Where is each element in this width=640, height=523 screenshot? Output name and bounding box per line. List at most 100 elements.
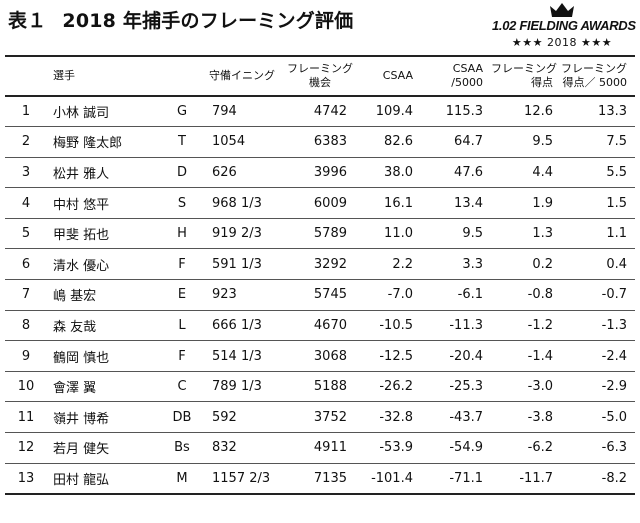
csaa-5000-cell: -11.3 <box>449 317 483 333</box>
rank-cell: 12 <box>17 440 35 456</box>
csaa-cell: 38.0 <box>384 164 413 180</box>
innings-cell: 919 2/3 <box>212 226 262 242</box>
csaa-5000-cell: -20.4 <box>449 348 483 364</box>
framing-runs-cell: 4.4 <box>532 164 553 180</box>
player-name-cell: 嶋 基宏 <box>53 289 97 305</box>
innings-cell: 591 1/3 <box>212 256 262 272</box>
innings-cell: 968 1/3 <box>212 195 262 211</box>
framing-runs-5000-cell: 7.5 <box>606 134 627 150</box>
logo-year: ★★★ 2018 ★★★ <box>511 36 613 49</box>
team-cell: F <box>178 256 186 272</box>
rank-cell: 10 <box>17 379 35 395</box>
table-row: 10 會澤 翼 C 789 1/3 5188 -26.2 -25.3 -3.0 -2.9 <box>5 371 635 402</box>
team-cell: D <box>176 164 187 180</box>
table-row: 11 嶺井 博希 DB 592 3752 -32.8 -43.7 -3.8 -5.0 <box>5 402 635 433</box>
header-csaa-5000: CSAA/5000 <box>421 55 491 97</box>
framing-runs-5000-cell: 5.5 <box>606 164 627 180</box>
team-cell: Bs <box>174 440 190 456</box>
csaa-cell: -101.4 <box>371 470 413 486</box>
table-row: 2 梅野 隆太郎 T 1054 6383 82.6 64.7 9.5 7.5 <box>5 127 635 158</box>
player-name-cell: 會澤 翼 <box>53 381 97 397</box>
innings-cell: 514 1/3 <box>212 348 262 364</box>
header-framing-chances: フレーミング 機会 <box>285 55 355 97</box>
team-cell: T <box>178 134 186 150</box>
framing-runs-cell: -1.2 <box>527 317 553 333</box>
table-row: 13 田村 龍弘 M 1157 2/3 7135 -101.4 -71.1 -11.7 -8.2 <box>5 463 635 494</box>
page-title: 表１ 2018 年捕手のフレーミング評価 <box>8 6 353 33</box>
rank-cell: 6 <box>21 256 31 272</box>
rank-cell: 8 <box>21 317 31 333</box>
rank-cell: 5 <box>21 226 31 242</box>
innings-cell: 626 <box>212 164 237 180</box>
framing-runs-cell: -3.8 <box>527 409 553 425</box>
framing-runs-5000-cell: -8.2 <box>601 470 627 486</box>
table-row: 7 嶋 基宏 E 923 5745 -7.0 -6.1 -0.8 -0.7 <box>5 280 635 311</box>
table-row: 8 森 友哉 L 666 1/3 4670 -10.5 -11.3 -1.2 -1.3 <box>5 310 635 341</box>
player-name-cell: 鶴岡 慎也 <box>53 350 110 366</box>
table-row: 1 小林 誠司 G 794 4742 109.4 115.3 12.6 13.3 <box>5 96 635 127</box>
csaa-cell: 2.2 <box>392 256 413 272</box>
player-name-cell: 田村 龍弘 <box>53 472 110 488</box>
csaa-5000-cell: 3.3 <box>462 256 483 272</box>
framing-runs-5000-cell: -2.9 <box>601 379 627 395</box>
csaa-5000-cell: 64.7 <box>454 134 483 150</box>
framing-runs-5000-cell: 0.4 <box>606 256 627 272</box>
player-name-cell: 松井 雅人 <box>53 166 110 182</box>
header-player: 選手 <box>47 55 165 97</box>
csaa-cell: 109.4 <box>375 104 413 120</box>
player-name-cell: 森 友哉 <box>53 319 97 335</box>
innings-cell: 666 1/3 <box>212 317 262 333</box>
player-name-cell: 嶺井 博希 <box>53 411 110 427</box>
framing-chances-cell: 3068 <box>313 348 347 364</box>
csaa-5000-cell: 47.6 <box>454 164 483 180</box>
framing-runs-cell: 1.3 <box>532 226 553 242</box>
player-name-cell: 小林 誠司 <box>53 106 110 122</box>
player-name-cell: 甲斐 拓也 <box>53 228 110 244</box>
framing-runs-cell: -1.4 <box>527 348 553 364</box>
framing-chances-cell: 4911 <box>313 440 347 456</box>
framing-runs-5000-cell: -5.0 <box>601 409 627 425</box>
fielding-awards-logo: 1.02 FIELDING AWARDS ★★★ 2018 ★★★ <box>492 2 636 54</box>
framing-runs-5000-cell: -0.7 <box>601 287 627 303</box>
framing-runs-5000-cell: 13.3 <box>598 104 627 120</box>
rank-cell: 1 <box>21 104 31 120</box>
csaa-5000-cell: 9.5 <box>462 226 483 242</box>
csaa-cell: -7.0 <box>387 287 413 303</box>
team-cell: E <box>177 287 187 303</box>
framing-chances-cell: 5745 <box>313 287 347 303</box>
framing-runs-cell: 1.9 <box>532 195 553 211</box>
framing-chances-cell: 4670 <box>313 317 347 333</box>
innings-cell: 923 <box>212 287 237 303</box>
csaa-5000-cell: 13.4 <box>454 195 483 211</box>
csaa-5000-cell: 115.3 <box>445 104 483 120</box>
framing-runs-cell: -0.8 <box>527 287 553 303</box>
header-row: 選手 守備イニング フレーミング 機会 CSAA CSAA/5000 フレーミング… <box>5 55 635 97</box>
rank-cell: 9 <box>21 348 31 364</box>
framing-runs-5000-cell: 1.1 <box>606 226 627 242</box>
csaa-cell: 82.6 <box>384 134 413 150</box>
team-cell: G <box>176 104 188 120</box>
rank-cell: 4 <box>21 195 31 211</box>
framing-table: 選手 守備イニング フレーミング 機会 CSAA CSAA/5000 フレーミング… <box>5 55 635 495</box>
framing-runs-cell: 9.5 <box>532 134 553 150</box>
table-row: 12 若月 健矢 Bs 832 4911 -53.9 -54.9 -6.2 -6.3 <box>5 433 635 464</box>
rank-cell: 3 <box>21 164 31 180</box>
logo-brand: 1.02 FIELDING AWARDS <box>492 18 636 33</box>
framing-runs-5000-cell: 1.5 <box>606 195 627 211</box>
table-row: 3 松井 雅人 D 626 3996 38.0 47.6 4.4 5.5 <box>5 157 635 188</box>
csaa-cell: 16.1 <box>384 195 413 211</box>
table-number: 表１ <box>8 10 47 32</box>
team-cell: C <box>177 379 187 395</box>
innings-cell: 794 <box>212 104 237 120</box>
crown-icon <box>550 3 574 17</box>
team-cell: M <box>176 470 188 486</box>
framing-runs-cell: -11.7 <box>519 470 553 486</box>
csaa-cell: -10.5 <box>379 317 413 333</box>
framing-runs-cell: -6.2 <box>527 440 553 456</box>
csaa-5000-cell: -25.3 <box>449 379 483 395</box>
table-row: 6 清水 優心 F 591 1/3 3292 2.2 3.3 0.2 0.4 <box>5 249 635 280</box>
header-framing-runs: フレーミング 得点 <box>491 55 561 97</box>
csaa-cell: -12.5 <box>379 348 413 364</box>
framing-runs-cell: 0.2 <box>532 256 553 272</box>
team-cell: S <box>177 195 187 211</box>
